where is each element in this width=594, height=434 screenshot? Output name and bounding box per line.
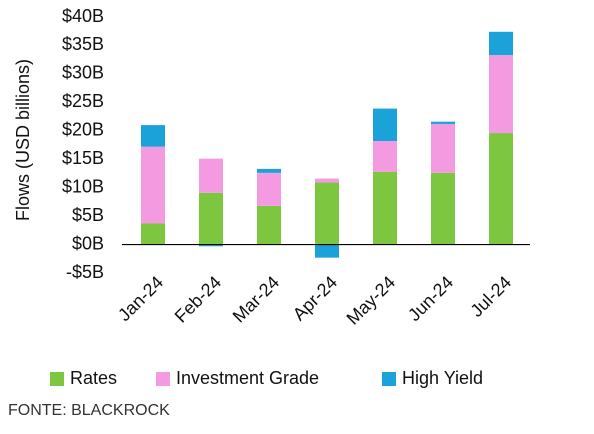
bar-segment (315, 244, 339, 258)
bar-segment (431, 172, 455, 245)
bar-segment (431, 121, 455, 124)
legend-label: Rates (70, 368, 117, 388)
legend-swatch (50, 372, 64, 386)
y-tick-label: $40B (62, 6, 104, 26)
legend-swatch (156, 372, 170, 386)
legend-swatch (382, 372, 396, 386)
y-tick-label: $35B (62, 34, 104, 54)
x-tick-label: Mar-24 (229, 272, 283, 326)
bar-segment (199, 192, 223, 245)
bar-segment (257, 168, 281, 173)
source: FONTE: BLACKROCK (8, 402, 170, 419)
x-tick-label: Apr-24 (289, 272, 341, 324)
bar-segment (489, 133, 513, 245)
bar-segment (315, 182, 339, 245)
y-tick-label: $10B (62, 176, 104, 196)
bar-segment (315, 178, 339, 183)
y-tick-label: $30B (62, 63, 104, 83)
x-tick-label: Jan-24 (114, 272, 167, 325)
y-tick-label: $15B (62, 148, 104, 168)
y-tick-label: $0B (72, 233, 104, 253)
x-tick-label: Jul-24 (466, 272, 515, 321)
legend-label: Investment Grade (176, 368, 319, 388)
x-tick-label: Feb-24 (171, 272, 225, 326)
y-tick-label: $5B (72, 205, 104, 225)
bar-segment (489, 31, 513, 56)
bar-segment (141, 125, 165, 147)
x-tick-label: May-24 (343, 272, 400, 329)
bar-segment (199, 244, 223, 247)
bar-segment (373, 108, 397, 142)
bar-segment (257, 172, 281, 206)
legend-label: High Yield (402, 368, 483, 388)
bar-segment (257, 205, 281, 245)
bar-segment (141, 146, 165, 224)
bar-segment (431, 123, 455, 173)
y-tick-label: -$5B (66, 262, 104, 282)
bar-segment (373, 171, 397, 245)
x-tick-label: Jun-24 (404, 272, 457, 325)
bar-segment (199, 158, 223, 193)
y-tick-label: $25B (62, 91, 104, 111)
bar-segment (489, 55, 513, 134)
y-tick-label: $20B (62, 120, 104, 140)
bar-segment (373, 141, 397, 172)
bar-segment (141, 223, 165, 245)
y-axis-label: Flows (USD billions) (13, 59, 33, 221)
